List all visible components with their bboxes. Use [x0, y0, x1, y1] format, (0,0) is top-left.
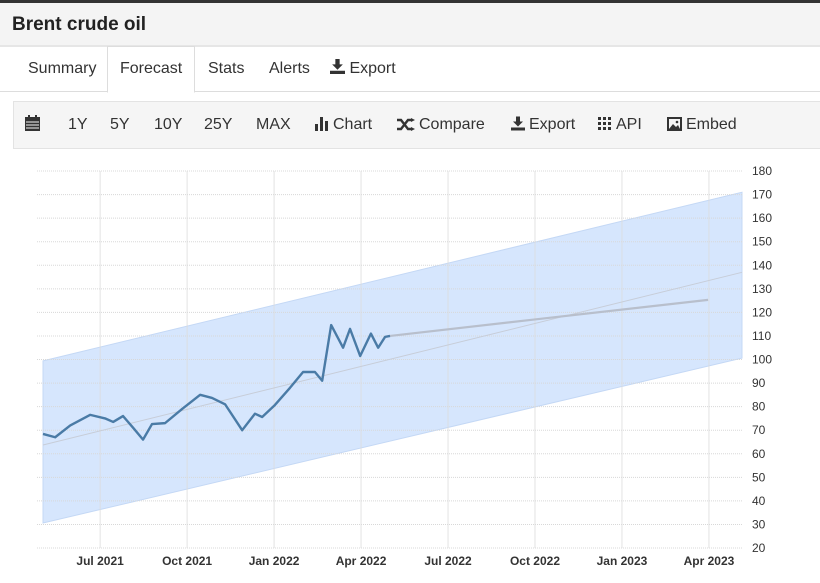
- price-line: [42, 323, 391, 441]
- calendar-button[interactable]: [25, 102, 44, 148]
- y-tick-label: 150: [752, 235, 772, 249]
- api-label: API: [616, 116, 642, 133]
- x-tick-label: Apr 2023: [684, 554, 735, 568]
- x-tick-label: Jan 2022: [249, 554, 300, 568]
- chart-label: Chart: [333, 116, 373, 133]
- range-1y[interactable]: 1Y: [68, 116, 88, 133]
- y-tick-label: 160: [752, 211, 772, 225]
- y-tick-label: 40: [752, 494, 766, 508]
- download-icon: [511, 116, 525, 131]
- forecast-line: [389, 298, 709, 338]
- forecast-chart: 20 30 40 50 60 70 80 90 100 110 120 130 140 150 160 170…: [37, 164, 772, 568]
- title-bar: Brent crude oil: [0, 3, 820, 47]
- x-tick-label: Jul 2021: [76, 554, 124, 568]
- top-bar: [0, 0, 820, 3]
- range-10y[interactable]: 10Y: [154, 116, 183, 133]
- range-5y[interactable]: 5Y: [110, 116, 130, 133]
- tab-stats[interactable]: Stats: [208, 60, 245, 77]
- trend-line: [42, 271, 743, 446]
- y-tick-label: 140: [752, 258, 772, 272]
- x-tick-label: Oct 2021: [162, 554, 212, 568]
- y-tick-label: 180: [752, 164, 772, 178]
- y-tick-label: 60: [752, 447, 766, 461]
- y-tick-label: 30: [752, 517, 766, 531]
- download-icon: [330, 59, 345, 74]
- tab-bar: Summary Forecast Stats Alerts Export: [0, 46, 820, 93]
- tab-forecast[interactable]: Forecast: [107, 46, 196, 93]
- page-title: Brent crude oil: [12, 14, 147, 35]
- y-tick-label: 170: [752, 188, 772, 202]
- grid-icon: [598, 117, 611, 130]
- chart-toolbar: 1Y 5Y 10Y 25Y MAX Chart Compare Export A…: [13, 101, 820, 149]
- image-icon: [667, 117, 682, 131]
- confidence-band: [42, 191, 743, 524]
- x-tick-label: Jul 2022: [424, 554, 472, 568]
- chart-button[interactable]: Chart: [315, 102, 372, 148]
- y-tick-label: 130: [752, 282, 772, 296]
- range-max[interactable]: MAX: [256, 116, 291, 133]
- x-tick-label: Jan 2023: [597, 554, 648, 568]
- y-tick-label: 80: [752, 400, 766, 414]
- range-25y[interactable]: 25Y: [204, 116, 233, 133]
- api-button[interactable]: API: [598, 102, 642, 148]
- bar-chart-icon: [315, 117, 328, 131]
- tab-export-label: Export: [349, 60, 396, 77]
- y-tick-label: 20: [752, 541, 766, 555]
- export-button[interactable]: Export: [511, 102, 575, 148]
- embed-button[interactable]: Embed: [667, 102, 737, 148]
- embed-label: Embed: [686, 116, 737, 133]
- compare-button[interactable]: Compare: [397, 102, 485, 148]
- y-tick-label: 100: [752, 353, 772, 367]
- calendar-icon: [25, 115, 40, 131]
- compare-label: Compare: [419, 116, 485, 133]
- shuffle-icon: [397, 118, 415, 131]
- x-tick-label: Oct 2022: [510, 554, 560, 568]
- y-tick-label: 70: [752, 423, 766, 437]
- y-tick-label: 50: [752, 470, 766, 484]
- tab-summary[interactable]: Summary: [28, 60, 97, 77]
- x-tick-label: Apr 2022: [336, 554, 387, 568]
- y-tick-label: 120: [752, 305, 772, 319]
- y-tick-label: 90: [752, 376, 766, 390]
- tab-alerts[interactable]: Alerts: [269, 60, 310, 77]
- export-label: Export: [529, 116, 576, 133]
- tab-export[interactable]: Export: [330, 47, 396, 91]
- y-tick-label: 110: [752, 329, 771, 343]
